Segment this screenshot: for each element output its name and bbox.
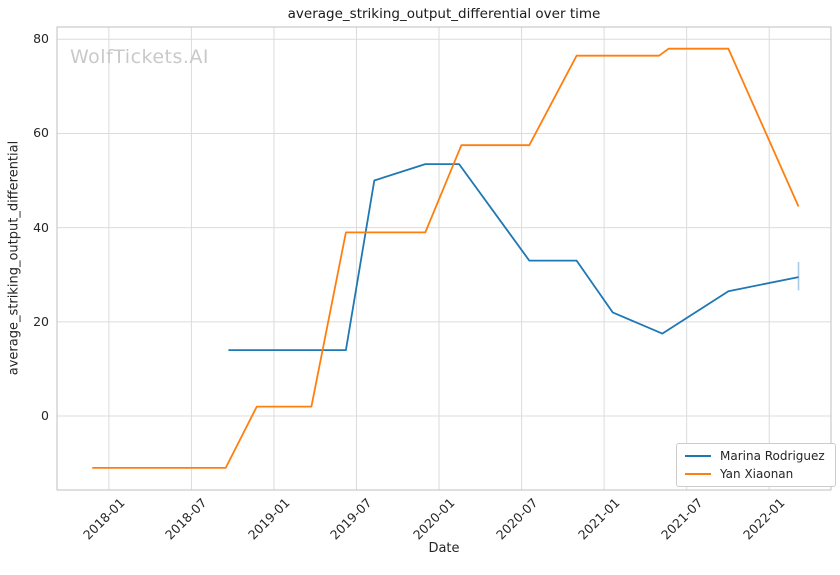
y-tick-label-0: 0: [41, 408, 49, 424]
legend: Marina Rodriguez Yan Xiaonan: [676, 443, 836, 487]
legend-label: Marina Rodriguez: [720, 449, 825, 463]
plot-border: [56, 26, 832, 491]
legend-item-marina-rodriguez: Marina Rodriguez: [685, 449, 825, 463]
watermark: WolfTickets.AI: [70, 46, 210, 68]
chart-title: average_striking_output_differential ove…: [287, 6, 601, 22]
y-axis-label: average_striking_output_differential: [6, 140, 22, 376]
legend-line-swatch-orange: [685, 473, 711, 475]
legend-label: Yan Xiaonan: [720, 467, 794, 481]
series-line-marina-rodriguez: [228, 163, 799, 352]
y-tick-label-80: 80: [33, 31, 49, 47]
series-line-yan-xiaonan: [92, 47, 800, 469]
y-tick-label-60: 60: [33, 125, 49, 141]
legend-item-yan-xiaonan: Yan Xiaonan: [685, 467, 825, 481]
x-axis-label: Date: [428, 541, 460, 556]
legend-line-swatch-blue: [685, 455, 711, 457]
y-tick-label-20: 20: [33, 313, 49, 329]
y-tick-label-40: 40: [33, 219, 49, 235]
